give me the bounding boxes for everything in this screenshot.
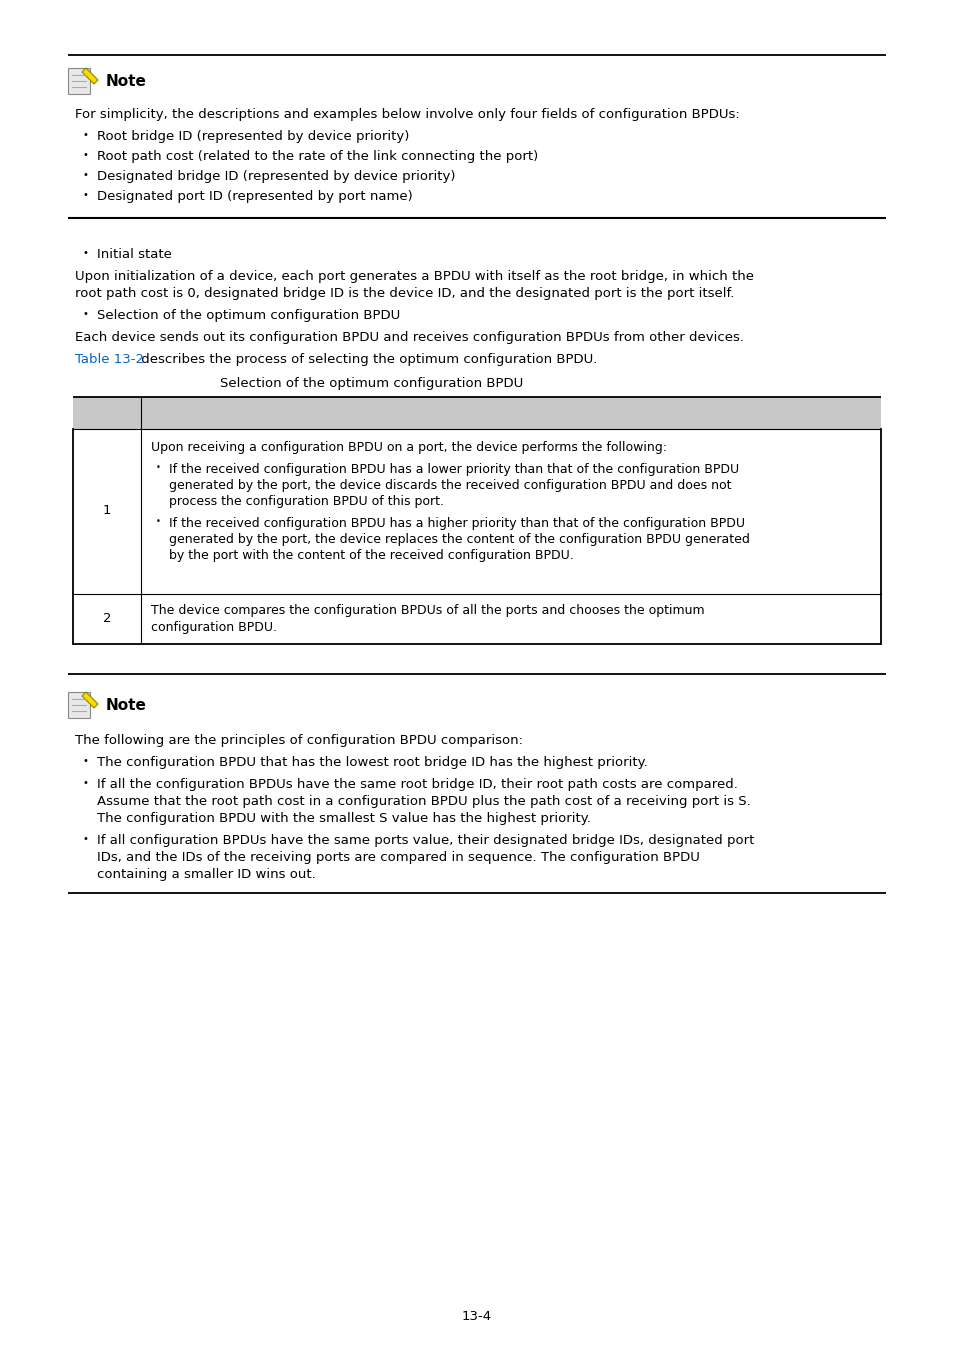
Text: generated by the port, the device replaces the content of the configuration BPDU: generated by the port, the device replac… [169,533,749,545]
Text: Selection of the optimum configuration BPDU: Selection of the optimum configuration B… [97,309,400,323]
Text: 2: 2 [103,612,112,625]
Text: Note: Note [106,74,147,89]
Text: If all the configuration BPDUs have the same root bridge ID, their root path cos: If all the configuration BPDUs have the … [97,778,737,791]
Text: Root path cost (related to the rate of the link connecting the port): Root path cost (related to the rate of t… [97,150,537,163]
Text: Initial state: Initial state [97,248,172,261]
Text: •: • [83,778,89,788]
Text: •: • [83,309,89,319]
Polygon shape [82,693,98,707]
Text: The configuration BPDU that has the lowest root bridge ID has the highest priori: The configuration BPDU that has the lowe… [97,756,647,770]
Text: •: • [83,248,89,258]
FancyBboxPatch shape [68,68,90,94]
Text: Designated bridge ID (represented by device priority): Designated bridge ID (represented by dev… [97,170,455,184]
Text: generated by the port, the device discards the received configuration BPDU and d: generated by the port, the device discar… [169,479,731,491]
Text: IDs, and the IDs of the receiving ports are compared in sequence. The configurat: IDs, and the IDs of the receiving ports … [97,850,700,864]
Polygon shape [82,68,98,84]
Text: Table 13-2: Table 13-2 [75,352,144,366]
Text: The configuration BPDU with the smallest S value has the highest priority.: The configuration BPDU with the smallest… [97,811,590,825]
Text: If all configuration BPDUs have the same ports value, their designated bridge ID: If all configuration BPDUs have the same… [97,834,754,846]
Text: If the received configuration BPDU has a higher priority than that of the config: If the received configuration BPDU has a… [169,517,744,531]
Text: Upon receiving a configuration BPDU on a port, the device performs the following: Upon receiving a configuration BPDU on a… [151,441,666,454]
Text: •: • [156,517,161,526]
Text: Root bridge ID (represented by device priority): Root bridge ID (represented by device pr… [97,130,409,143]
Text: describes the process of selecting the optimum configuration BPDU.: describes the process of selecting the o… [137,352,597,366]
Text: Each device sends out its configuration BPDU and receives configuration BPDUs fr: Each device sends out its configuration … [75,331,743,344]
Text: If the received configuration BPDU has a lower priority than that of the configu: If the received configuration BPDU has a… [169,463,739,477]
Text: configuration BPDU.: configuration BPDU. [151,621,276,634]
Text: by the port with the content of the received configuration BPDU.: by the port with the content of the rece… [169,549,573,562]
Text: •: • [83,150,89,161]
Text: •: • [83,756,89,765]
Text: The device compares the configuration BPDUs of all the ports and chooses the opt: The device compares the configuration BP… [151,603,704,617]
Text: •: • [83,130,89,140]
Text: process the configuration BPDU of this port.: process the configuration BPDU of this p… [169,495,443,508]
Text: Note: Note [106,698,147,713]
Text: 1: 1 [103,505,112,517]
Text: Designated port ID (represented by port name): Designated port ID (represented by port … [97,190,413,202]
Text: Upon initialization of a device, each port generates a BPDU with itself as the r: Upon initialization of a device, each po… [75,270,753,284]
FancyBboxPatch shape [68,693,90,718]
Text: For simplicity, the descriptions and examples below involve only four fields of : For simplicity, the descriptions and exa… [75,108,739,122]
Text: root path cost is 0, designated bridge ID is the device ID, and the designated p: root path cost is 0, designated bridge I… [75,288,734,300]
Text: •: • [83,190,89,200]
Text: Selection of the optimum configuration BPDU: Selection of the optimum configuration B… [220,377,522,390]
Text: Assume that the root path cost in a configuration BPDU plus the path cost of a r: Assume that the root path cost in a conf… [97,795,750,809]
Text: The following are the principles of configuration BPDU comparison:: The following are the principles of conf… [75,734,522,747]
Text: •: • [156,463,161,472]
Text: containing a smaller ID wins out.: containing a smaller ID wins out. [97,868,315,882]
Text: 13-4: 13-4 [461,1310,492,1323]
Bar [73,397,880,429]
Text: •: • [83,834,89,844]
Text: •: • [83,170,89,180]
